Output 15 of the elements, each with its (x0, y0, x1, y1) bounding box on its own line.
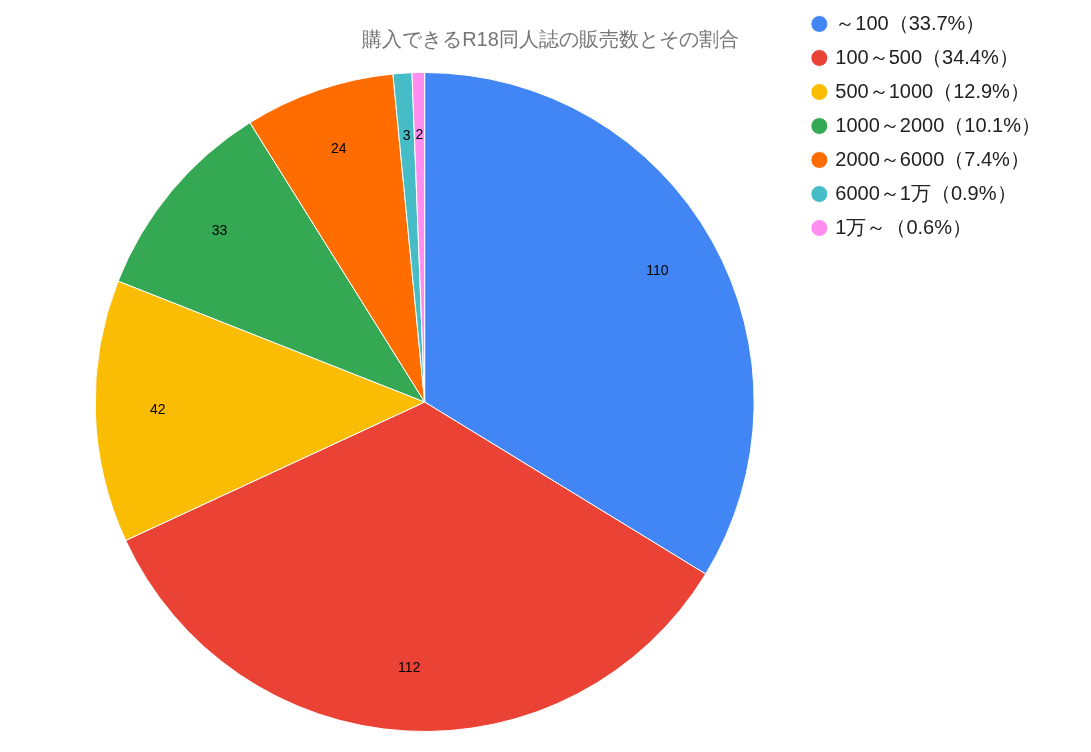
data-label: 3 (402, 126, 411, 143)
legend-label: 500～1000（12.9%） (835, 79, 1030, 102)
legend-label: 1万～（0.6%） (835, 215, 973, 238)
data-label: 110 (646, 262, 669, 279)
legend-label: ～100（33.7%） (835, 11, 986, 34)
data-label: 42 (150, 400, 166, 417)
data-label: 24 (330, 140, 347, 157)
data-label: 2 (415, 126, 424, 143)
legend-label: 100～500（34.4%） (835, 45, 1019, 68)
data-label: 112 (398, 659, 421, 676)
legend-label: 1000～2000（10.1%） (835, 113, 1042, 136)
legend-label: 6000～1万（0.9%） (835, 181, 1017, 204)
text: 購入できるR18同人誌の販売数とその割合 (362, 27, 739, 50)
data-label: 33 (211, 222, 228, 239)
legend-label: 2000～6000（7.4%） (835, 147, 1030, 170)
